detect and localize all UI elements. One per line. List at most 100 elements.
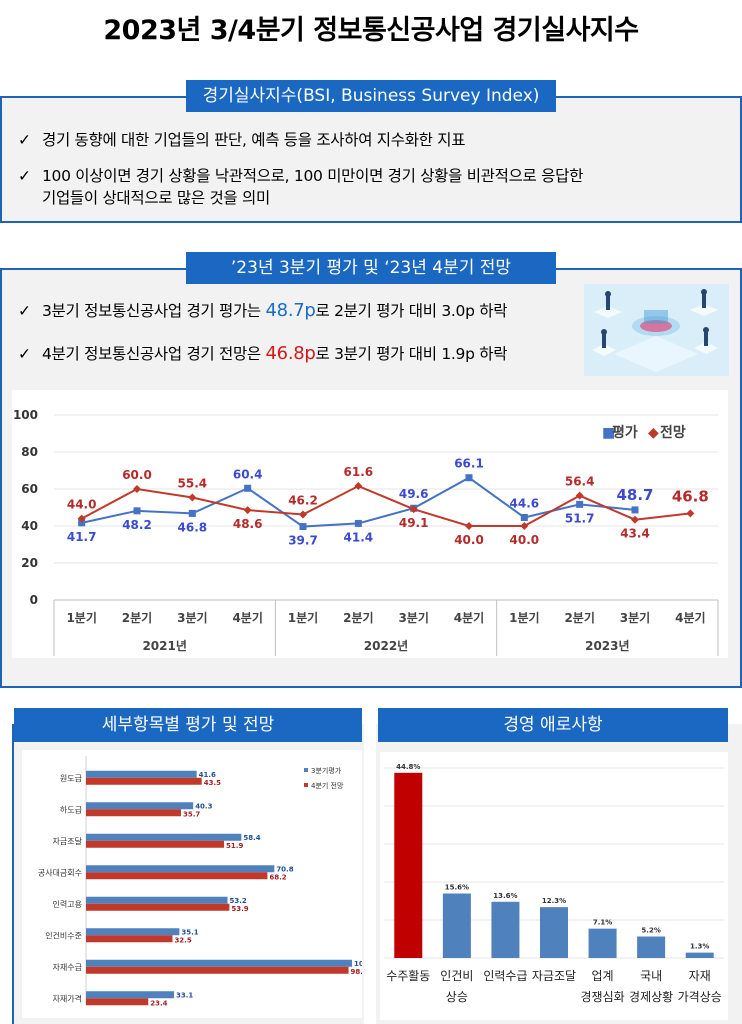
- x-tick-label: 4분기: [675, 610, 705, 625]
- forecast-data-label: 35.7: [183, 810, 200, 818]
- data-point: [465, 474, 473, 482]
- forecast-data-label: 49.1: [399, 516, 429, 530]
- eval-data-label: 44.6: [510, 496, 540, 510]
- data-point: [299, 523, 307, 531]
- eval-data-label: 40.3: [195, 802, 212, 810]
- legend-marker-eval: [304, 768, 308, 772]
- business-illustration: [584, 284, 729, 376]
- forecast-data-label: 32.5: [174, 936, 191, 944]
- data-point: [520, 522, 529, 530]
- forecast-data-label: 51.9: [226, 842, 243, 850]
- bsi-tab-header: 경기실사지수(BSI, Business Survey Index): [186, 80, 556, 112]
- outlook-bullet-2: ✓ 4분기 정보통신공사업 경기 전망은 46.8p로 3분기 평가 대비 1.9…: [18, 343, 508, 364]
- bar-eval: [86, 959, 352, 967]
- forecast-data-label: 61.6: [344, 465, 374, 479]
- category-label: 자재가격: [53, 993, 82, 1003]
- data-point: [188, 493, 197, 502]
- eval-data-label: 41.6: [199, 771, 216, 779]
- category-label: 공사대금회수: [38, 868, 82, 877]
- data-point: [188, 509, 196, 517]
- data-label: 1.3%: [690, 943, 709, 951]
- series-line-전망: [81, 484, 691, 527]
- forecast-data-label: 68.2: [269, 873, 286, 881]
- eval-data-label: 48.2: [122, 518, 152, 532]
- bar: [442, 893, 471, 958]
- x-tick-label: 1분기: [288, 610, 318, 625]
- forecast-data-label: 44.0: [67, 498, 97, 512]
- bar-forecast: [86, 809, 181, 817]
- data-point: [244, 484, 252, 492]
- bsi-bullet-1: ✓ 경기 동향에 대한 기업들의 판단, 예측 등을 조사하여 지수화한 지표: [18, 129, 728, 151]
- bar: [540, 907, 568, 958]
- outlook-tab-header: ’23년 3분기 평가 및 ‘23년 4분기 전망: [186, 252, 556, 284]
- forecast-data-label: 43.4: [620, 527, 650, 541]
- bar-forecast: [86, 998, 149, 1006]
- group-label: 2022년: [364, 639, 408, 653]
- x-tick-label: 2분기: [122, 610, 152, 625]
- forecast-data-label: 40.0: [454, 533, 484, 547]
- eval-data-label: 100.0: [354, 960, 362, 968]
- legend-marker-fore: ◆: [648, 425, 659, 441]
- bar-eval: [86, 833, 242, 841]
- category-label: 자재수급: [53, 963, 82, 972]
- y-tick-label: 0: [30, 593, 38, 607]
- eval-data-label: 60.4: [233, 467, 263, 481]
- legend-label-fore: 전망: [660, 424, 686, 441]
- forecast-data-label: 98.7: [351, 968, 362, 976]
- forecast-data-label: 55.4: [178, 477, 208, 491]
- bar: [588, 928, 617, 958]
- data-point: [631, 506, 639, 514]
- legend-label-eval: 평가: [612, 424, 638, 441]
- forecast-value: 46.8p: [265, 343, 316, 364]
- category-label: 수주활동: [386, 969, 430, 983]
- data-point: [354, 482, 363, 491]
- eval-data-label: 35.1: [181, 928, 198, 936]
- bar-eval: [86, 770, 197, 778]
- bar-forecast: [86, 777, 202, 785]
- eval-data-label: 66.1: [454, 457, 484, 471]
- forecast-data-label: 46.8: [672, 487, 709, 505]
- eval-data-label: 53.2: [230, 897, 247, 905]
- category-label: 자금조달: [532, 969, 576, 983]
- data-label: 5.2%: [641, 927, 660, 935]
- x-tick-label: 3분기: [398, 610, 428, 625]
- category-label: 인건비수준: [45, 930, 82, 940]
- category-label: 인력고용: [53, 899, 82, 909]
- y-tick-label: 20: [21, 556, 38, 570]
- data-point: [686, 509, 695, 518]
- category-label: 자재: [689, 969, 711, 983]
- category-label-line2: 경제상황: [629, 990, 673, 1004]
- bsi-bullet-1-text: 경기 동향에 대한 기업들의 판단, 예측 등을 조사하여 지수화한 지표: [42, 131, 466, 149]
- check-icon: ✓: [18, 131, 31, 149]
- bar-forecast: [86, 935, 173, 943]
- eval-data-label: 58.4: [243, 834, 260, 842]
- legend-marker-eval: ■: [602, 425, 615, 441]
- eval-data-label: 41.4: [344, 530, 374, 544]
- eval-data-label: 33.1: [176, 991, 193, 999]
- forecast-data-label: 23.4: [150, 999, 167, 1007]
- x-tick-label: 1분기: [66, 610, 96, 625]
- check-icon: ✓: [18, 167, 31, 185]
- x-tick-label: 3분기: [620, 610, 650, 625]
- bar-eval: [86, 991, 175, 999]
- bar-forecast: [86, 966, 349, 974]
- eval-data-label: 51.7: [565, 511, 595, 525]
- category-label: 국내: [640, 969, 662, 983]
- forecast-data-label: 43.5: [204, 779, 221, 787]
- data-point: [354, 519, 362, 527]
- x-tick-label: 4분기: [232, 610, 262, 625]
- difficulty-tab-header: 경영 애로사항: [378, 708, 728, 742]
- data-label: 7.1%: [593, 919, 612, 927]
- y-tick-label: 100: [13, 408, 38, 422]
- data-point: [78, 519, 86, 527]
- legend-marker-fore: [304, 783, 308, 787]
- category-label: 자금조달: [53, 837, 83, 846]
- x-tick-label: 3분기: [177, 610, 207, 625]
- data-point: [575, 491, 584, 500]
- eval-data-label: 48.7: [616, 486, 653, 504]
- eval-data-label: 46.8: [178, 520, 208, 534]
- data-point: [299, 510, 307, 519]
- bar-forecast: [86, 840, 225, 848]
- difficulty-bar-chart: 44.8% 수주활동 15.6% 인건비 상승 13.6% 인력수급 12.3% 자금조달 7.1…: [380, 752, 728, 1020]
- x-tick-label: 2분기: [343, 610, 373, 625]
